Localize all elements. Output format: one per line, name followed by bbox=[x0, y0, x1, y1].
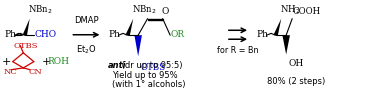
Text: Ph: Ph bbox=[257, 30, 269, 39]
Text: NH$_2$: NH$_2$ bbox=[280, 3, 301, 16]
Text: NBn$_2$: NBn$_2$ bbox=[132, 3, 156, 16]
Text: OH: OH bbox=[289, 59, 304, 68]
Text: anti: anti bbox=[108, 61, 127, 70]
Polygon shape bbox=[23, 19, 30, 35]
Text: ROH: ROH bbox=[47, 57, 69, 66]
Polygon shape bbox=[273, 19, 281, 35]
Text: NC: NC bbox=[4, 68, 17, 76]
Text: Ph: Ph bbox=[108, 30, 120, 39]
Text: (dr up to 95:5): (dr up to 95:5) bbox=[119, 61, 183, 70]
Text: OTBS: OTBS bbox=[13, 41, 38, 50]
Text: Yield up to 95%: Yield up to 95% bbox=[112, 71, 177, 80]
Text: Et$_2$O: Et$_2$O bbox=[76, 44, 97, 56]
Text: CHO: CHO bbox=[34, 30, 56, 39]
Text: CN: CN bbox=[28, 68, 42, 76]
Text: OTBS: OTBS bbox=[141, 63, 166, 72]
Text: O: O bbox=[162, 7, 169, 16]
Polygon shape bbox=[282, 35, 290, 54]
Text: NBn$_2$: NBn$_2$ bbox=[28, 3, 53, 16]
Polygon shape bbox=[135, 35, 142, 56]
Text: (with 1° alcohols): (with 1° alcohols) bbox=[112, 80, 185, 89]
Text: OR: OR bbox=[171, 30, 185, 39]
Text: +: + bbox=[2, 57, 11, 67]
Text: Ph: Ph bbox=[5, 30, 17, 39]
Text: COOH: COOH bbox=[293, 7, 321, 16]
Text: for R = Bn: for R = Bn bbox=[217, 46, 259, 55]
Polygon shape bbox=[125, 19, 133, 35]
Text: 80% (2 steps): 80% (2 steps) bbox=[267, 77, 325, 86]
Text: DMAP: DMAP bbox=[74, 16, 99, 25]
Text: +: + bbox=[42, 57, 51, 67]
